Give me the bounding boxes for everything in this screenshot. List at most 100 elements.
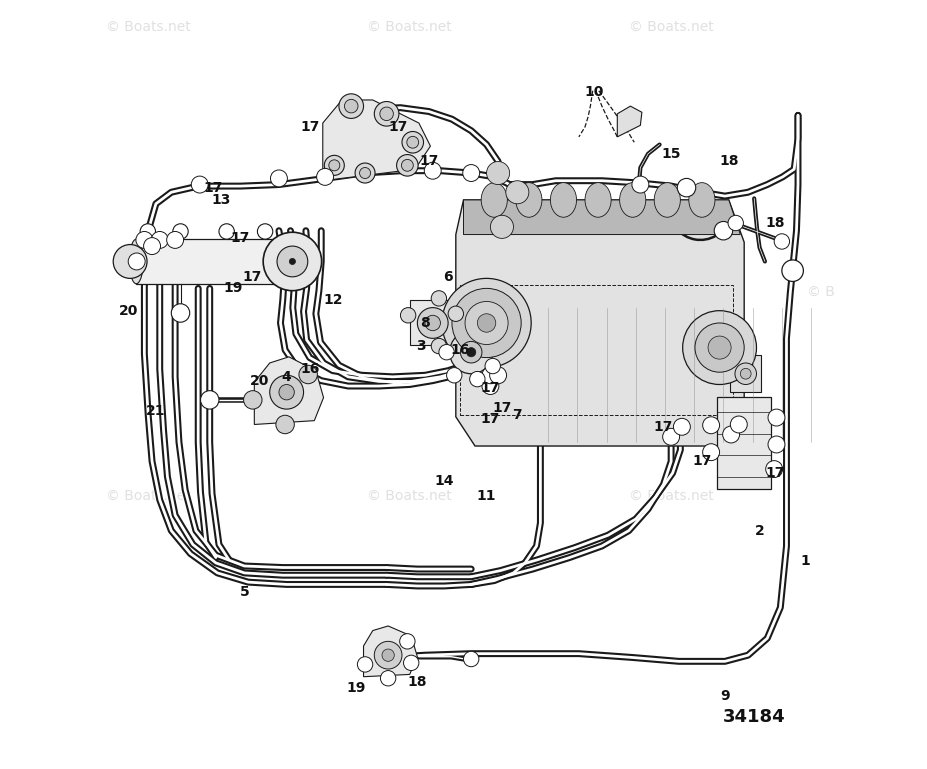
Circle shape — [463, 165, 479, 181]
Text: 17: 17 — [654, 420, 673, 434]
Circle shape — [417, 308, 448, 338]
Circle shape — [487, 161, 510, 185]
Circle shape — [258, 224, 273, 239]
Circle shape — [263, 232, 322, 291]
Text: 9: 9 — [720, 689, 730, 703]
Text: 17: 17 — [766, 466, 784, 480]
Text: 2: 2 — [755, 524, 765, 538]
Circle shape — [708, 336, 731, 359]
Text: 18: 18 — [765, 216, 784, 230]
Circle shape — [403, 655, 419, 671]
Circle shape — [277, 246, 308, 277]
Circle shape — [397, 155, 418, 176]
Text: 17: 17 — [204, 181, 223, 195]
Circle shape — [298, 365, 317, 384]
Text: 10: 10 — [585, 85, 603, 99]
Text: 11: 11 — [476, 489, 496, 503]
Circle shape — [200, 391, 219, 409]
Circle shape — [482, 367, 499, 384]
Circle shape — [714, 221, 732, 240]
Circle shape — [136, 231, 153, 248]
Bar — [730, 355, 761, 392]
Text: © Boats.net: © Boats.net — [367, 20, 452, 34]
Circle shape — [400, 634, 415, 649]
Circle shape — [703, 417, 719, 434]
Circle shape — [465, 301, 508, 345]
Circle shape — [768, 436, 785, 453]
Circle shape — [447, 368, 462, 383]
Circle shape — [358, 657, 373, 672]
Circle shape — [632, 176, 649, 193]
Circle shape — [172, 224, 188, 239]
Ellipse shape — [551, 183, 577, 218]
Circle shape — [375, 641, 402, 669]
Circle shape — [774, 234, 790, 249]
Text: 18: 18 — [408, 675, 427, 689]
Text: © B: © B — [807, 285, 835, 299]
Circle shape — [400, 308, 416, 323]
Circle shape — [728, 215, 743, 231]
Circle shape — [768, 409, 785, 426]
Text: © Boats.net: © Boats.net — [106, 489, 191, 503]
Circle shape — [477, 314, 496, 332]
Circle shape — [345, 99, 358, 113]
Polygon shape — [254, 357, 324, 424]
Circle shape — [167, 231, 184, 248]
Circle shape — [766, 461, 782, 478]
Circle shape — [673, 418, 691, 435]
Text: 3: 3 — [416, 339, 426, 353]
Text: 8: 8 — [420, 316, 430, 330]
Circle shape — [402, 131, 424, 153]
Text: 20: 20 — [250, 374, 270, 388]
Ellipse shape — [481, 183, 507, 218]
Circle shape — [425, 315, 440, 331]
Circle shape — [489, 367, 506, 384]
Text: 18: 18 — [719, 155, 739, 168]
Circle shape — [279, 384, 294, 400]
Text: © Boats.net: © Boats.net — [629, 489, 714, 503]
Polygon shape — [464, 200, 741, 235]
Text: 16: 16 — [450, 343, 469, 357]
Circle shape — [401, 159, 413, 171]
Circle shape — [244, 391, 262, 409]
Text: 17: 17 — [692, 454, 712, 468]
Circle shape — [730, 416, 747, 433]
Circle shape — [360, 168, 371, 178]
Circle shape — [490, 215, 514, 238]
Ellipse shape — [689, 183, 715, 218]
Circle shape — [703, 444, 719, 461]
Circle shape — [375, 102, 399, 126]
Bar — [136, 239, 286, 284]
Circle shape — [380, 107, 393, 121]
Text: 21: 21 — [146, 404, 166, 418]
Circle shape — [431, 291, 447, 306]
Circle shape — [695, 323, 744, 372]
Text: 12: 12 — [323, 293, 342, 307]
Polygon shape — [456, 200, 744, 446]
Text: 17: 17 — [242, 270, 261, 284]
Text: © Boats.net: © Boats.net — [629, 20, 714, 34]
Circle shape — [438, 345, 454, 360]
Bar — [717, 397, 771, 489]
Ellipse shape — [278, 239, 294, 284]
Text: 16: 16 — [300, 362, 320, 376]
Text: 19: 19 — [346, 681, 365, 695]
Circle shape — [470, 371, 485, 387]
Circle shape — [324, 155, 344, 175]
Ellipse shape — [585, 183, 611, 218]
Circle shape — [289, 258, 296, 265]
Circle shape — [735, 363, 756, 384]
Text: 6: 6 — [443, 270, 453, 284]
Circle shape — [270, 375, 303, 409]
Text: 17: 17 — [481, 381, 500, 395]
Circle shape — [113, 245, 147, 278]
Circle shape — [382, 649, 394, 661]
Circle shape — [128, 253, 146, 270]
Text: 14: 14 — [435, 474, 454, 488]
Circle shape — [431, 338, 447, 354]
Circle shape — [452, 288, 521, 358]
Circle shape — [485, 358, 501, 374]
Circle shape — [329, 160, 340, 171]
Text: 17: 17 — [481, 412, 500, 426]
Circle shape — [678, 178, 696, 197]
